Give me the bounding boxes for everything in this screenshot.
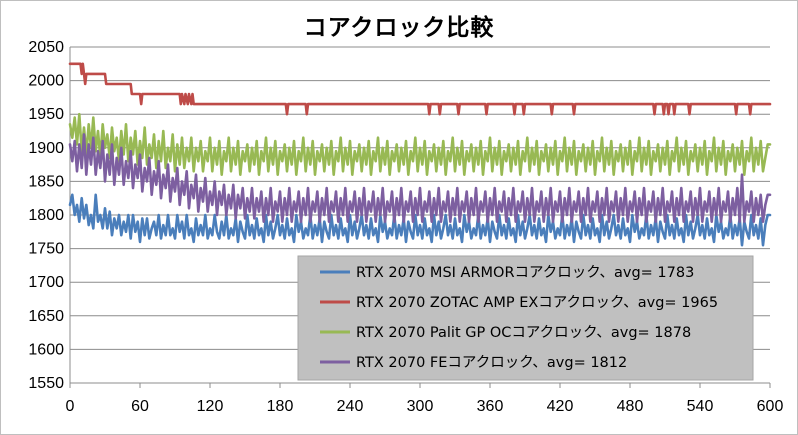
y-tick-label: 1600: [28, 341, 64, 358]
x-tick-label: 540: [687, 398, 714, 415]
x-tick-label: 60: [131, 398, 149, 415]
series-line-3: [68, 133, 772, 223]
legend-label: RTX 2070 Palit GP OCコアクロック、avg= 1878: [356, 324, 691, 341]
series-lines: [68, 62, 772, 247]
series-line-0: [68, 193, 772, 247]
y-tick-label: 2050: [28, 39, 64, 56]
series-line-2: [68, 112, 772, 176]
y-tick-label: 1800: [28, 207, 64, 224]
y-tick-label: 1700: [28, 274, 64, 291]
y-tick-label: 1950: [28, 106, 64, 123]
axes: [69, 47, 771, 388]
chart-title: コアクロック比較: [303, 15, 495, 41]
legend-label: RTX 2070 ZOTAC AMP EXコアクロック、avg= 1965: [356, 294, 718, 311]
legend-label: RTX 2070 FEコアクロック、avg= 1812: [356, 354, 627, 371]
y-tick-label: 2000: [28, 73, 64, 90]
x-tick-label: 120: [197, 398, 224, 415]
x-tick-label: 240: [337, 398, 364, 415]
x-tick-label: 180: [267, 398, 294, 415]
y-tick-label: 1900: [28, 140, 64, 157]
y-tick-label: 1550: [28, 375, 64, 392]
legend-label: RTX 2070 MSI ARMORコアクロック、avg= 1783: [356, 264, 694, 281]
x-tick-label: 420: [547, 398, 574, 415]
x-tick-label: 360: [477, 398, 504, 415]
x-tick-label: 480: [617, 398, 644, 415]
x-tick-label: 600: [757, 398, 784, 415]
y-tick-label: 1650: [28, 308, 64, 325]
y-tick-label: 1750: [28, 241, 64, 258]
y-tick-label: 1850: [28, 173, 64, 190]
x-tick-label: 0: [66, 398, 75, 415]
y-axis-tick-labels: 1550 1600 1650 1700 1750 1800 1850 1900 1950 2000…: [28, 39, 64, 392]
series-line-1: [68, 62, 772, 116]
x-tick-label: 300: [407, 398, 434, 415]
x-axis-tick-labels: 0 60 120 180 240 300 360 420 480 540 600: [66, 398, 784, 415]
legend: RTX 2070 MSI ARMORコアクロック、avg= 1783 RTX 20…: [297, 255, 754, 381]
legend-box: [297, 255, 754, 381]
